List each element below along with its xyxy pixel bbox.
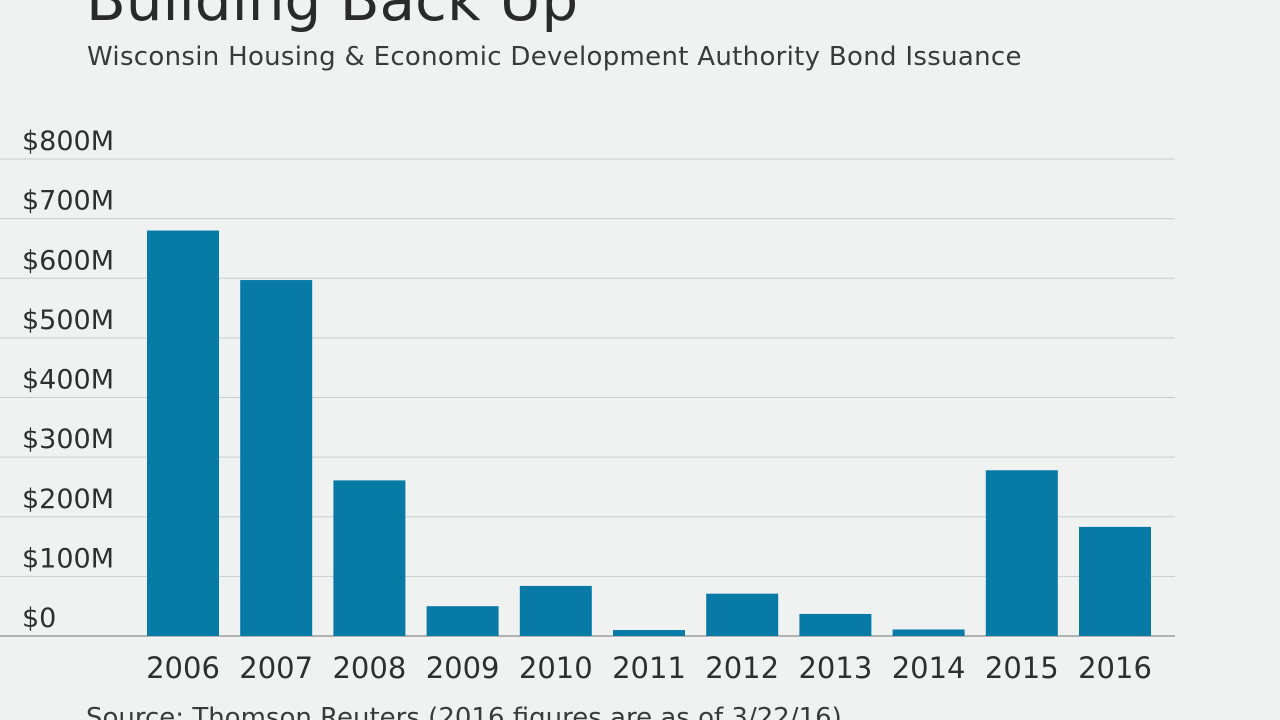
x-tick-label: 2014 <box>892 651 966 685</box>
x-tick-label: 2009 <box>426 651 500 685</box>
x-tick-label: 2013 <box>798 651 872 685</box>
x-axis-category-labels: 2006 2007 2008 2009 2010 2011 2012 2013 2014 2015… <box>146 651 1152 685</box>
y-tick-label: $600M <box>22 245 114 276</box>
bar-2013 <box>799 613 872 636</box>
bar-2009 <box>426 606 499 636</box>
y-tick-label: $200M <box>22 484 114 515</box>
y-tick-label: $500M <box>22 305 114 336</box>
x-tick-label: 2011 <box>612 651 686 685</box>
y-axis-tick-labels: $0 $100M $200M $300M $400M $500M $600M $700M $80… <box>22 126 114 634</box>
bar-2007 <box>240 280 313 636</box>
x-tick-label: 2007 <box>239 651 313 685</box>
bar-2011 <box>613 630 685 636</box>
bar-2012 <box>706 593 779 636</box>
y-tick-label: $700M <box>22 186 114 217</box>
y-tick-label: $400M <box>22 365 114 396</box>
x-tick-label: 2012 <box>705 651 779 685</box>
y-tick-label: $100M <box>22 543 114 574</box>
bar-2008 <box>333 480 406 636</box>
chart-title: Building Back Up <box>86 0 579 34</box>
bar-2016 <box>1079 526 1151 636</box>
x-tick-label: 2016 <box>1078 651 1152 685</box>
y-tick-label: $0 <box>22 603 56 634</box>
y-tick-label: $300M <box>22 424 114 455</box>
x-tick-label: 2015 <box>985 651 1059 685</box>
chart-source-note: Source: Thomson Reuters (2016 figures ar… <box>86 703 842 720</box>
y-tick-label: $800M <box>22 126 114 157</box>
bar-2006 <box>147 230 219 637</box>
bar-2014 <box>892 629 965 636</box>
bar-2015 <box>985 470 1058 636</box>
chart-subtitle: Wisconsin Housing & Economic Development… <box>87 42 1022 72</box>
x-tick-label: 2006 <box>146 651 220 685</box>
x-tick-label: 2010 <box>519 651 593 685</box>
x-tick-label: 2008 <box>332 651 406 685</box>
bars <box>147 230 1151 637</box>
bar-2010 <box>519 585 592 636</box>
